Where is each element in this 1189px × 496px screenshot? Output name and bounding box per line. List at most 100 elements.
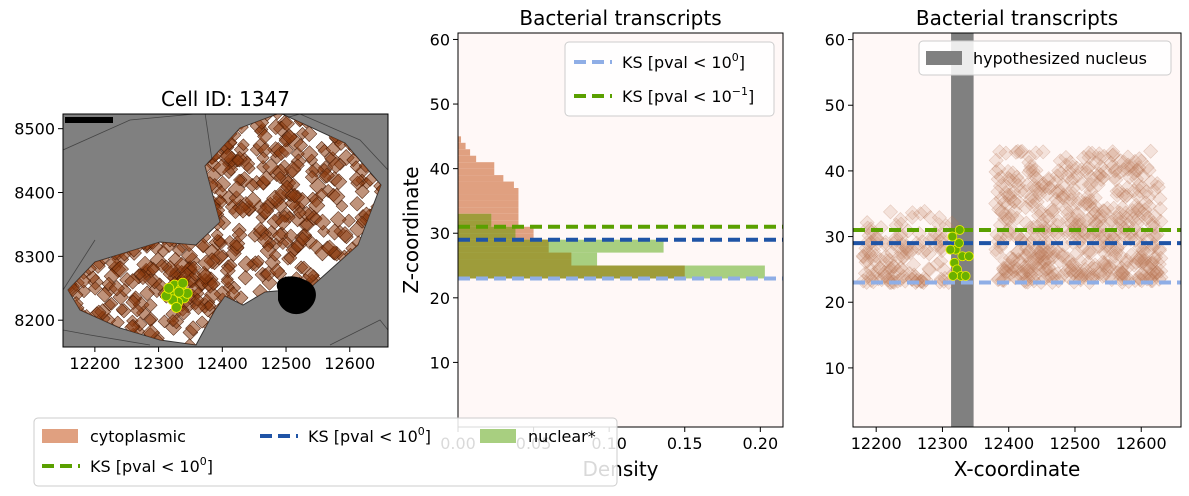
nucleus-blob bbox=[276, 276, 316, 315]
y-tick-label: 50 bbox=[430, 95, 450, 114]
bacteria-marker bbox=[171, 302, 182, 313]
overlap-bar bbox=[458, 226, 516, 234]
neighbor-boundary bbox=[63, 239, 96, 291]
histogram-panel: Bacterial transcripts0.000.050.100.150.2… bbox=[399, 6, 784, 481]
scatter-legend: hypothesized nucleus bbox=[918, 40, 1172, 76]
y-tick-label: 30 bbox=[430, 224, 450, 243]
cytoplasmic-bar bbox=[458, 200, 519, 208]
scale-bar bbox=[65, 117, 113, 123]
legend-box bbox=[564, 41, 775, 117]
cytoplasmic-bar bbox=[458, 207, 519, 214]
cytoplasmic-bar bbox=[458, 155, 477, 163]
legend-exponent: 0 bbox=[200, 455, 207, 468]
legend-label-text: cytoplasmic bbox=[90, 427, 186, 446]
overlap-bar bbox=[458, 239, 549, 247]
overlap-bar bbox=[458, 259, 572, 266]
x-tick-label: 12600 bbox=[324, 354, 375, 373]
cytoplasmic-bar bbox=[458, 168, 495, 176]
legend-box bbox=[33, 417, 618, 487]
legend-patch bbox=[42, 429, 78, 443]
neighbor-boundary bbox=[63, 329, 151, 346]
x-tick-label: 12500 bbox=[1050, 434, 1101, 453]
legend-exponent: 0 bbox=[732, 51, 739, 64]
neighbor-boundary bbox=[299, 114, 388, 171]
y-tick-label: 8500 bbox=[14, 120, 55, 139]
legend-exponent: −1 bbox=[732, 85, 748, 98]
bacteria-marker bbox=[954, 238, 964, 249]
x-tick-label: 12200 bbox=[851, 434, 902, 453]
bacteria-marker bbox=[173, 286, 185, 298]
bacteria-marker bbox=[960, 271, 971, 281]
y-tick-label: 20 bbox=[825, 293, 845, 312]
y-tick-label: 30 bbox=[825, 228, 845, 247]
x-tick-label: 12300 bbox=[133, 354, 184, 373]
neighbor-boundary bbox=[329, 319, 388, 346]
legend-label-text: KS [pval < 10 bbox=[308, 427, 418, 446]
x-tick-label: 12400 bbox=[197, 354, 248, 373]
overlap-bar bbox=[458, 271, 685, 279]
map-title: Cell ID: 1347 bbox=[161, 87, 290, 111]
legend-label-text: KS [pval < 10 bbox=[90, 457, 200, 476]
legend-label-text: KS [pval < 10 bbox=[622, 87, 732, 106]
overlap-bar bbox=[458, 246, 549, 253]
legend-bracket: ] bbox=[425, 427, 431, 446]
overlap-bar bbox=[458, 220, 492, 227]
legend-bracket: ] bbox=[748, 87, 754, 106]
overlap-bar bbox=[458, 252, 572, 260]
bacteria-marker bbox=[964, 251, 974, 262]
legend-exponent: 0 bbox=[418, 425, 425, 438]
neighbor-boundary bbox=[63, 114, 199, 151]
y-tick-label: 50 bbox=[825, 96, 845, 115]
cytoplasmic-bar bbox=[458, 149, 471, 156]
cytoplasmic-bar bbox=[458, 142, 466, 150]
legend-label: cytoplasmic bbox=[90, 427, 186, 446]
legend-label: KS [pval < 100] bbox=[90, 455, 213, 476]
map-frame bbox=[62, 113, 389, 348]
legend-patch bbox=[480, 429, 516, 443]
overlap-bar bbox=[458, 213, 492, 221]
y-tick-label: 40 bbox=[825, 162, 845, 181]
x-tick-label: 0.15 bbox=[667, 434, 703, 453]
legend-label: KS [pval < 100] bbox=[308, 425, 431, 446]
bacteria-marker bbox=[163, 282, 175, 294]
x-tick-label: 12500 bbox=[261, 354, 312, 373]
x-tick-label: 12300 bbox=[917, 434, 968, 453]
overlap-bar bbox=[458, 265, 685, 272]
y-tick-label: 20 bbox=[430, 289, 450, 308]
x-tick-label: 12200 bbox=[69, 354, 120, 373]
legend-bracket: ] bbox=[207, 457, 213, 476]
scatter-frame bbox=[852, 32, 1182, 428]
legend-label: nuclear* bbox=[528, 427, 596, 446]
y-tick-label: 8300 bbox=[14, 247, 55, 266]
cytoplasmic-bar bbox=[458, 194, 519, 201]
legend-label-text: nuclear* bbox=[528, 427, 596, 446]
hist-title: Bacterial transcripts bbox=[519, 6, 721, 30]
cytoplasmic-bar bbox=[458, 188, 519, 195]
x-tick-label: 12600 bbox=[1116, 434, 1167, 453]
bacteria-marker bbox=[177, 277, 189, 289]
hist-frame bbox=[457, 32, 784, 428]
x-tick-label: 12400 bbox=[983, 434, 1034, 453]
y-tick-label: 40 bbox=[430, 160, 450, 179]
hist-legend: KS [pval < 100]KS [pval < 10−1] bbox=[564, 41, 775, 117]
legend-label-text: KS [pval < 10 bbox=[622, 53, 732, 72]
legend-patch bbox=[926, 51, 962, 65]
y-tick-label: 10 bbox=[825, 359, 845, 378]
bacteria-marker bbox=[954, 225, 965, 235]
legend-label: hypothesized nucleus bbox=[973, 49, 1147, 68]
cytoplasmic-bar bbox=[458, 175, 504, 182]
y-tick-label: 8200 bbox=[14, 311, 55, 330]
overlap-bar bbox=[458, 233, 516, 240]
y-tick-label: 60 bbox=[825, 31, 845, 50]
cytoplasmic-bar bbox=[458, 136, 462, 143]
legend-bracket: ] bbox=[739, 53, 745, 72]
y-tick-label: 60 bbox=[430, 30, 450, 49]
y-tick-label: 8400 bbox=[14, 184, 55, 203]
x-tick-label: 0.20 bbox=[743, 434, 779, 453]
cytoplasmic-bar bbox=[458, 162, 495, 169]
scatter-panel: Bacterial transcripts 12200 12300 12400 1250… bbox=[825, 6, 1182, 481]
cytoplasmic-bar bbox=[458, 181, 514, 189]
bacteria-marker bbox=[947, 231, 958, 242]
bacteria-marker bbox=[948, 271, 958, 281]
